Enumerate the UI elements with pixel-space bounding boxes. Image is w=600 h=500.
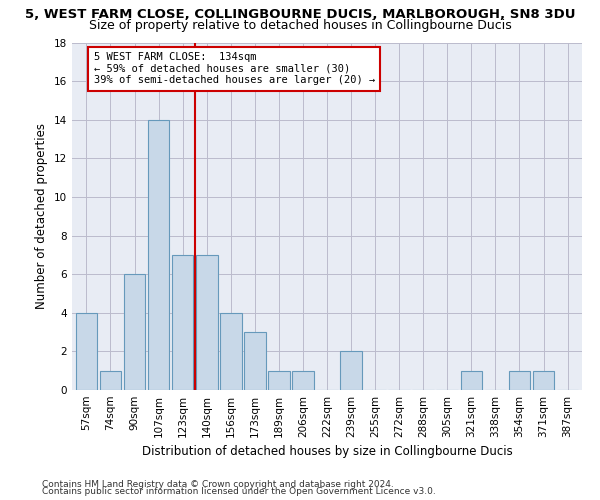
Text: 5, WEST FARM CLOSE, COLLINGBOURNE DUCIS, MARLBOROUGH, SN8 3DU: 5, WEST FARM CLOSE, COLLINGBOURNE DUCIS,… (25, 8, 575, 20)
Bar (268, 370, 290, 390)
Bar (172, 255, 193, 390)
Bar (244, 332, 266, 390)
Y-axis label: Number of detached properties: Number of detached properties (35, 123, 49, 309)
Bar (533, 370, 554, 390)
Bar (509, 370, 530, 390)
X-axis label: Distribution of detached houses by size in Collingbourne Ducis: Distribution of detached houses by size … (142, 446, 512, 458)
Text: Contains public sector information licensed under the Open Government Licence v3: Contains public sector information licen… (42, 487, 436, 496)
Bar (100, 370, 121, 390)
Bar (148, 120, 169, 390)
Text: Contains HM Land Registry data © Crown copyright and database right 2024.: Contains HM Land Registry data © Crown c… (42, 480, 394, 489)
Bar (461, 370, 482, 390)
Bar (196, 255, 218, 390)
Bar (340, 352, 362, 390)
Bar (76, 313, 97, 390)
Text: Size of property relative to detached houses in Collingbourne Ducis: Size of property relative to detached ho… (89, 18, 511, 32)
Bar (220, 313, 242, 390)
Bar (292, 370, 314, 390)
Text: 5 WEST FARM CLOSE:  134sqm
← 59% of detached houses are smaller (30)
39% of semi: 5 WEST FARM CLOSE: 134sqm ← 59% of detac… (94, 52, 375, 86)
Bar (124, 274, 145, 390)
